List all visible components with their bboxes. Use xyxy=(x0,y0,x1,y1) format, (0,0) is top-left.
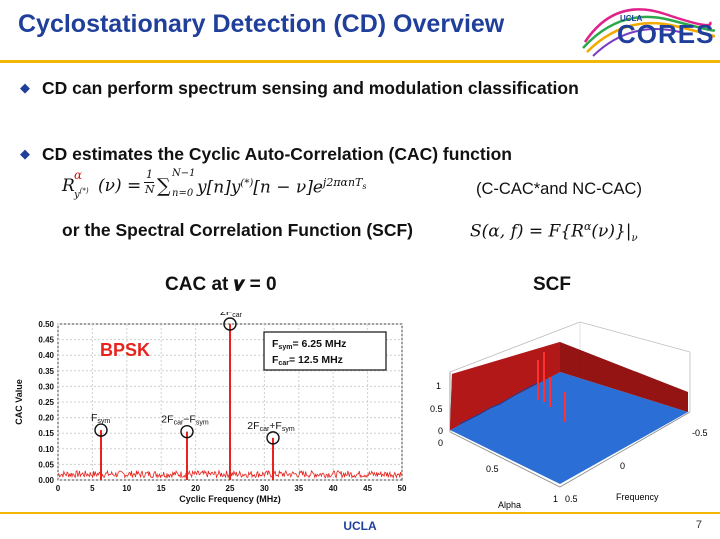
scf-chart-title: SCF xyxy=(533,274,571,295)
x-tick-label: 30 xyxy=(260,484,269,493)
x-tick-label: 0 xyxy=(56,484,61,493)
y-axis-label: CAC Value xyxy=(14,379,24,425)
x-tick-label: 40 xyxy=(329,484,338,493)
bullet-diamond-icon: ◆ xyxy=(20,80,30,95)
y-tick-label: 0.25 xyxy=(38,398,54,407)
frequency-axis-label: Frequency xyxy=(616,492,659,502)
legend-fcar: = 12.5 MHz xyxy=(289,354,343,366)
alpha-tick: 0 xyxy=(438,438,443,448)
alpha-tick: 1 xyxy=(553,494,558,504)
cac-peak-label: Fsym xyxy=(91,412,110,425)
cores-logo: UCLA CORES xyxy=(575,2,716,62)
y-tick-label: 0.05 xyxy=(38,460,54,469)
y-tick-label: 0.10 xyxy=(38,445,54,454)
scf-line-text: or the Spectral Correlation Function (SC… xyxy=(62,220,413,240)
y-tick-label: 0.15 xyxy=(38,429,54,438)
footer-rule xyxy=(0,512,720,514)
cac-formula: R α y(*) (ν) = 1 N ∑ N−1 n=0 y[n]y(*)[n … xyxy=(62,168,367,201)
z-tick: 0.5 xyxy=(430,404,443,414)
x-tick-label: 15 xyxy=(157,484,166,493)
bullet-1-text: CD can perform spectrum sensing and modu… xyxy=(42,78,579,98)
chart-legend: Fsym= 6.25 MHz Fcar= 12.5 MHz xyxy=(263,331,387,371)
cac-peak-marker xyxy=(180,424,194,439)
logo-top-text: UCLA xyxy=(620,14,643,23)
x-tick-label: 35 xyxy=(294,484,303,493)
footer-text: UCLA xyxy=(343,519,377,533)
alpha-tick: 0.5 xyxy=(486,464,499,474)
scf-surface-slope xyxy=(450,342,560,430)
x-axis-label: Cyclic Frequency (MHz) xyxy=(179,494,281,504)
freq-tick: 0 xyxy=(620,461,625,471)
y-tick-label: 0.45 xyxy=(38,336,54,345)
y-tick-label: 0.40 xyxy=(38,351,54,360)
slide-title: Cyclostationary Detection (CD) Overview xyxy=(18,10,505,38)
bpsk-label: BPSK xyxy=(100,340,150,360)
freq-tick: -0.5 xyxy=(692,428,708,438)
cac-peak-label: 2Fcar+Fsym xyxy=(247,420,295,433)
z-tick: 0 xyxy=(438,426,443,436)
cac-peak-label: 2Fcar−Fsym xyxy=(161,414,209,427)
z-tick: 1 xyxy=(436,381,441,391)
x-tick-label: 10 xyxy=(122,484,131,493)
scf-chart: 1 0.5 0 0 0.5 1 0.5 0 -0.5 Alpha Frequen… xyxy=(430,321,708,510)
alpha-axis-label: Alpha xyxy=(498,500,521,510)
logo-swirl-icon xyxy=(582,8,716,57)
y-tick-label: 0.30 xyxy=(38,382,54,391)
x-tick-label: 50 xyxy=(398,484,407,493)
cac-chart: Fsym 2Fcar−Fsym 2Fcar 2Fcar+Fsym 0 5 10 15 20 25… xyxy=(14,312,407,504)
freq-tick: 0.5 xyxy=(565,494,578,504)
scf-formula: S(α, f) = F{Rα(ν)}|ν xyxy=(470,220,638,245)
cac-note: (C-CAC*and NC-CAC) xyxy=(476,180,642,198)
y-tick-label: 0.50 xyxy=(38,320,54,329)
cac-peak-marker xyxy=(223,317,237,331)
legend-fsym: = 6.25 MHz xyxy=(292,338,346,350)
cac-peak-label: 2Fcar xyxy=(220,312,243,319)
page-number: 7 xyxy=(695,519,702,531)
y-tick-label: 0.00 xyxy=(38,476,54,485)
svg-text:Fcar= 12.5 MHz: Fcar= 12.5 MHz xyxy=(272,354,343,367)
header-rule xyxy=(0,60,720,63)
cac-chart-title: CAC at 𝝂 = 0 xyxy=(165,274,277,295)
x-tick-label: 45 xyxy=(363,484,372,493)
cac-peak-marker xyxy=(94,423,108,437)
scf-peaks xyxy=(537,352,566,422)
x-tick-label: 25 xyxy=(226,484,235,493)
x-tick-label: 5 xyxy=(90,484,95,493)
y-tick-label: 0.35 xyxy=(38,367,54,376)
bullet-diamond-icon: ◆ xyxy=(20,146,30,161)
logo-main-text: CORES xyxy=(617,19,715,49)
x-tick-label: 20 xyxy=(191,484,200,493)
cac-peak-marker xyxy=(266,431,280,445)
bullet-2-text: CD estimates the Cyclic Auto-Correlation… xyxy=(42,144,512,164)
scf-surface-base xyxy=(450,372,688,484)
y-tick-label: 0.20 xyxy=(38,414,54,423)
